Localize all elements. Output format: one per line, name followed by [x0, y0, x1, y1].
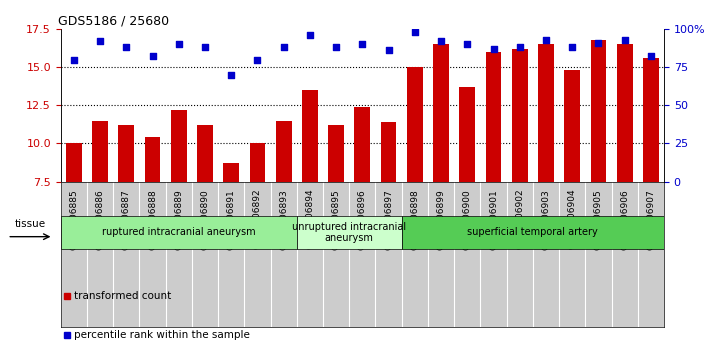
Point	[593, 40, 604, 46]
Text: GSM1306892: GSM1306892	[253, 189, 262, 249]
Bar	[328, 125, 344, 182]
Text: GSM1306891: GSM1306891	[227, 189, 236, 249]
Bar	[590, 40, 606, 182]
Bar	[197, 125, 213, 182]
Point	[173, 41, 184, 47]
Bar	[459, 87, 475, 182]
Text: GSM1306901: GSM1306901	[489, 189, 498, 249]
Point	[252, 57, 263, 62]
Bar	[92, 121, 108, 182]
Point	[436, 38, 447, 44]
Bar	[617, 44, 633, 182]
Point	[356, 41, 368, 47]
Text: GSM1306902: GSM1306902	[516, 189, 524, 249]
Point	[304, 32, 316, 38]
Point	[488, 46, 499, 52]
Bar	[250, 143, 266, 182]
Point	[199, 44, 211, 50]
Text: GSM1306894: GSM1306894	[306, 189, 314, 249]
Bar	[433, 44, 449, 182]
Bar	[66, 143, 81, 182]
Text: GSM1306900: GSM1306900	[463, 189, 472, 249]
Text: GSM1306905: GSM1306905	[594, 189, 603, 249]
Text: tissue: tissue	[15, 219, 46, 229]
Bar	[564, 70, 580, 182]
Text: percentile rank within the sample: percentile rank within the sample	[74, 330, 250, 340]
Text: unruptured intracranial
aneurysm: unruptured intracranial aneurysm	[292, 221, 406, 243]
Text: GDS5186 / 25680: GDS5186 / 25680	[58, 15, 169, 28]
Bar	[119, 125, 134, 182]
Bar	[223, 163, 239, 182]
Text: GSM1306888: GSM1306888	[148, 189, 157, 249]
Point	[461, 41, 473, 47]
Bar	[171, 110, 186, 182]
Point	[383, 48, 394, 53]
Bar	[407, 67, 423, 182]
Text: GSM1306899: GSM1306899	[436, 189, 446, 249]
Text: GSM1306897: GSM1306897	[384, 189, 393, 249]
Text: transformed count: transformed count	[74, 291, 171, 301]
Text: GSM1306887: GSM1306887	[122, 189, 131, 249]
Point	[514, 44, 526, 50]
Bar	[354, 107, 371, 182]
Text: GSM1306903: GSM1306903	[541, 189, 550, 249]
Bar	[145, 137, 161, 182]
Text: GSM1306904: GSM1306904	[568, 189, 577, 249]
Bar	[276, 121, 291, 182]
Point	[645, 54, 657, 60]
Bar	[302, 90, 318, 182]
Bar	[512, 49, 528, 182]
Text: ruptured intracranial aneurysm: ruptured intracranial aneurysm	[102, 227, 256, 237]
Text: GSM1306886: GSM1306886	[96, 189, 104, 249]
Point	[331, 44, 342, 50]
Bar	[643, 58, 659, 182]
Text: GSM1306896: GSM1306896	[358, 189, 367, 249]
Point	[147, 54, 159, 60]
Point	[226, 72, 237, 78]
Text: GSM1306907: GSM1306907	[646, 189, 655, 249]
Point	[121, 44, 132, 50]
Text: GSM1306889: GSM1306889	[174, 189, 183, 249]
Point	[540, 37, 552, 42]
Bar	[538, 44, 554, 182]
Point	[94, 38, 106, 44]
Bar	[381, 122, 396, 182]
FancyBboxPatch shape	[402, 216, 664, 249]
Point	[68, 57, 79, 62]
Text: GSM1306898: GSM1306898	[411, 189, 419, 249]
Text: GSM1306885: GSM1306885	[69, 189, 79, 249]
Text: superficial temporal artery: superficial temporal artery	[468, 227, 598, 237]
Text: GSM1306893: GSM1306893	[279, 189, 288, 249]
Point	[566, 44, 578, 50]
FancyBboxPatch shape	[61, 216, 297, 249]
Point	[278, 44, 289, 50]
FancyBboxPatch shape	[297, 216, 402, 249]
Text: GSM1306895: GSM1306895	[331, 189, 341, 249]
Point	[619, 37, 630, 42]
Point	[409, 29, 421, 35]
Bar	[486, 52, 501, 182]
Text: GSM1306890: GSM1306890	[201, 189, 209, 249]
Text: GSM1306906: GSM1306906	[620, 189, 629, 249]
